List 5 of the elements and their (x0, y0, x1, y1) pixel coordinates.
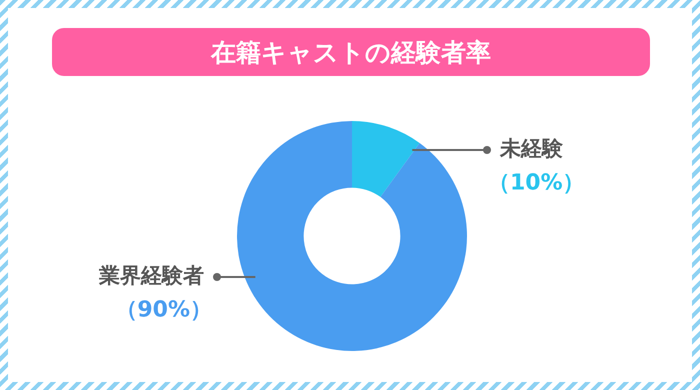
data-label: （90%） (115, 298, 212, 323)
slice-label: 未経験 (499, 136, 564, 160)
chart-title: 在籍キャストの経験者率 (52, 28, 650, 76)
slice-label: 業界経験者 (98, 263, 204, 288)
data-label: （10%） (488, 170, 585, 196)
